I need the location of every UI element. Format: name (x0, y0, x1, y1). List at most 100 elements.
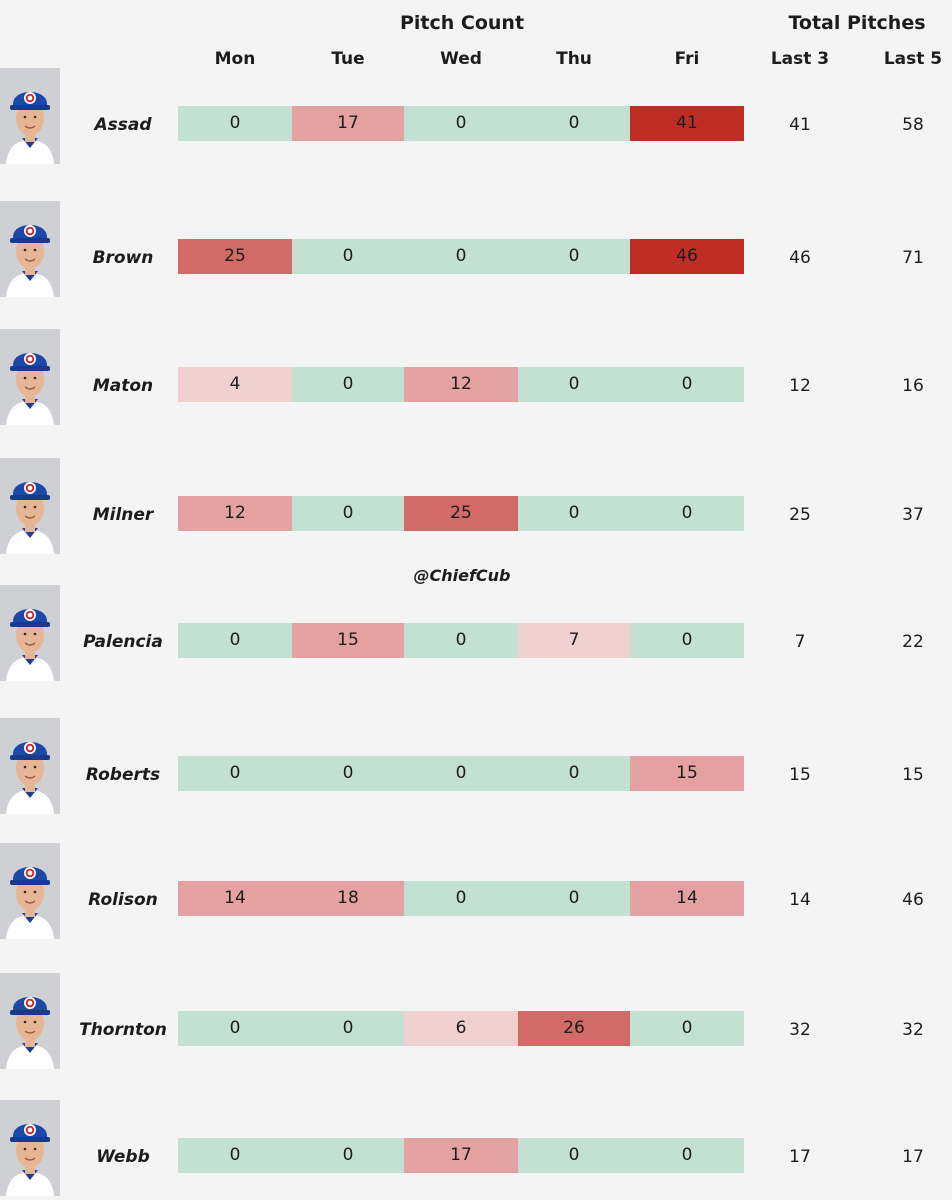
col-header-wed: Wed (440, 49, 482, 69)
table-row: Rolison 14 18 0 0 14 14 46 (0, 843, 952, 939)
total-last3: 41 (789, 115, 811, 135)
pitch-cell-mon: 0 (178, 623, 292, 658)
pitch-cell-fri: 46 (630, 239, 744, 274)
player-name: Thornton (79, 1020, 167, 1040)
total-last3: 25 (789, 505, 811, 525)
watermark-handle: @ChiefCub (413, 566, 511, 585)
player-name: Palencia (83, 632, 163, 652)
pitch-cell-thu: 0 (518, 106, 630, 141)
player-name: Maton (92, 376, 154, 396)
col-header-mon: Mon (214, 49, 256, 69)
total-last3: 12 (789, 376, 811, 396)
pitch-cell-thu: 0 (518, 881, 630, 916)
player-headshot (0, 843, 60, 939)
player-headshot (0, 718, 60, 814)
pitch-cell-wed: 0 (404, 239, 518, 274)
pitch-cell-tue: 0 (292, 1011, 404, 1046)
pitch-cell-tue: 0 (292, 367, 404, 402)
col-header-thu: Thu (556, 49, 592, 69)
pitch-cell-thu: 0 (518, 1138, 630, 1173)
pitch-cell-tue: 0 (292, 1138, 404, 1173)
total-last5: 58 (902, 115, 924, 135)
player-headshot (0, 68, 60, 164)
total-last5: 71 (902, 248, 924, 268)
table-row: Roberts 0 0 0 0 15 15 15 (0, 718, 952, 814)
player-headshot (0, 458, 60, 554)
pitch-cell-tue: 0 (292, 496, 404, 531)
table-row: Assad 0 17 0 0 41 41 58 (0, 68, 952, 164)
pitch-count-header: Pitch Count (399, 12, 525, 34)
pitch-cell-tue: 0 (292, 756, 404, 791)
pitch-cell-fri: 0 (630, 1138, 744, 1173)
total-last5: 46 (902, 890, 924, 910)
pitch-cell-mon: 0 (178, 1011, 292, 1046)
total-last3: 15 (789, 765, 811, 785)
pitch-cell-wed: 12 (404, 367, 518, 402)
total-last5: 17 (902, 1147, 924, 1167)
col-header-last5: Last 5 (883, 49, 943, 69)
player-headshot (0, 973, 60, 1069)
player-name: Brown (92, 248, 154, 268)
total-last3: 14 (789, 890, 811, 910)
pitch-cell-mon: 14 (178, 881, 292, 916)
player-name: Assad (94, 115, 152, 135)
total-pitches-header: Total Pitches (788, 12, 926, 34)
pitch-cell-fri: 0 (630, 623, 744, 658)
pitch-cell-thu: 26 (518, 1011, 630, 1046)
pitch-cell-wed: 17 (404, 1138, 518, 1173)
table-row: Thornton 0 0 6 26 0 32 32 (0, 973, 952, 1069)
pitch-cell-fri: 41 (630, 106, 744, 141)
pitch-cell-mon: 0 (178, 106, 292, 141)
total-last5: 16 (902, 376, 924, 396)
pitch-cell-wed: 0 (404, 881, 518, 916)
pitch-cell-wed: 25 (404, 496, 518, 531)
player-name: Webb (96, 1147, 150, 1167)
pitch-cell-mon: 4 (178, 367, 292, 402)
table-row: Palencia 0 15 0 7 0 7 22 (0, 585, 952, 681)
pitch-cell-thu: 7 (518, 623, 630, 658)
total-last5: 37 (902, 505, 924, 525)
table-row: Milner 12 0 25 0 0 25 37 (0, 458, 952, 554)
player-headshot (0, 201, 60, 297)
total-last3: 46 (789, 248, 811, 268)
pitch-cell-thu: 0 (518, 367, 630, 402)
pitch-cell-mon: 12 (178, 496, 292, 531)
pitch-cell-fri: 0 (630, 1011, 744, 1046)
pitch-cell-wed: 0 (404, 106, 518, 141)
table-row: Brown 25 0 0 0 46 46 71 (0, 201, 952, 297)
pitch-cell-tue: 18 (292, 881, 404, 916)
pitch-cell-wed: 0 (404, 756, 518, 791)
pitch-cell-thu: 0 (518, 239, 630, 274)
total-last3: 32 (789, 1020, 811, 1040)
total-last3: 17 (789, 1147, 811, 1167)
pitch-cell-wed: 6 (404, 1011, 518, 1046)
pitch-cell-fri: 14 (630, 881, 744, 916)
col-header-fri: Fri (674, 49, 700, 69)
pitch-cell-tue: 15 (292, 623, 404, 658)
player-headshot (0, 1100, 60, 1196)
player-name: Milner (92, 505, 154, 525)
total-last5: 15 (902, 765, 924, 785)
player-name: Rolison (88, 890, 158, 910)
table-row: Webb 0 0 17 0 0 17 17 (0, 1100, 952, 1196)
pitch-cell-mon: 25 (178, 239, 292, 274)
pitch-cell-fri: 15 (630, 756, 744, 791)
player-name: Roberts (85, 765, 161, 785)
table-row: Maton 4 0 12 0 0 12 16 (0, 329, 952, 425)
pitch-cell-tue: 0 (292, 239, 404, 274)
total-last5: 22 (902, 632, 924, 652)
pitch-cell-tue: 17 (292, 106, 404, 141)
pitch-cell-mon: 0 (178, 756, 292, 791)
pitch-cell-thu: 0 (518, 756, 630, 791)
player-headshot (0, 329, 60, 425)
pitch-cell-thu: 0 (518, 496, 630, 531)
pitch-cell-mon: 0 (178, 1138, 292, 1173)
pitch-cell-fri: 0 (630, 367, 744, 402)
col-header-last3: Last 3 (770, 49, 830, 69)
col-header-tue: Tue (331, 49, 365, 69)
pitch-cell-wed: 0 (404, 623, 518, 658)
pitch-cell-fri: 0 (630, 496, 744, 531)
player-headshot (0, 585, 60, 681)
total-last3: 7 (794, 632, 806, 652)
total-last5: 32 (902, 1020, 924, 1040)
